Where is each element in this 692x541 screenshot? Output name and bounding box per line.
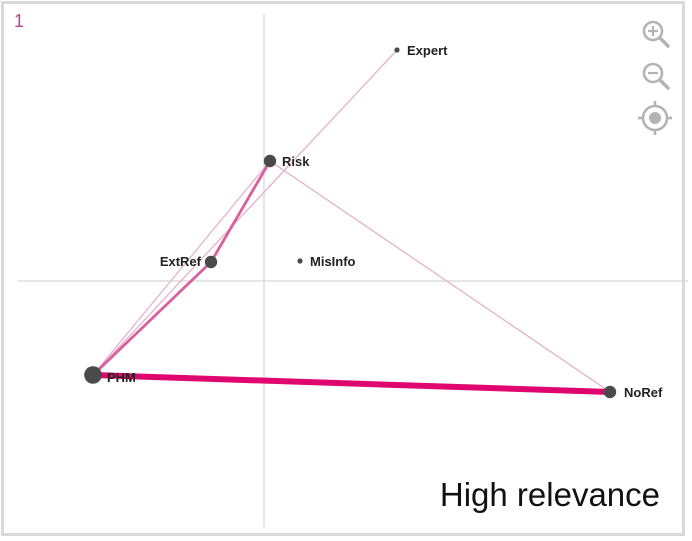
node-misinfo[interactable] bbox=[297, 258, 303, 264]
zoom-out-icon bbox=[642, 62, 670, 90]
zoom-in-icon bbox=[642, 20, 670, 48]
relevance-caption: High relevance bbox=[439, 476, 660, 513]
edge-risk-noref bbox=[269, 160, 611, 393]
recenter-button[interactable] bbox=[636, 99, 676, 135]
node-label-risk: Risk bbox=[282, 154, 310, 169]
node-label-extref: ExtRef bbox=[160, 254, 202, 269]
target-icon bbox=[638, 101, 672, 135]
node-layer: Expert Risk ExtRef MisInfo PHM NoRef bbox=[84, 43, 663, 400]
node-label-expert: Expert bbox=[407, 43, 448, 58]
network-plot: Expert Risk ExtRef MisInfo PHM NoRef bbox=[18, 14, 688, 527]
zoom-out-button[interactable] bbox=[636, 58, 676, 94]
node-expert[interactable] bbox=[394, 47, 400, 53]
node-extref[interactable] bbox=[204, 255, 218, 269]
edge-phm-risk bbox=[92, 160, 271, 376]
node-risk[interactable] bbox=[263, 154, 277, 168]
node-phm[interactable] bbox=[84, 366, 102, 384]
edge-phm-extref bbox=[91, 260, 213, 377]
edge-phm-noref bbox=[90, 372, 613, 395]
edge-extref-risk bbox=[209, 159, 272, 264]
node-label-phm: PHM bbox=[107, 370, 136, 385]
edge-layer bbox=[90, 49, 613, 395]
node-label-noref: NoRef bbox=[624, 385, 663, 400]
panel-number: 1 bbox=[14, 11, 25, 31]
edge-phm-expert bbox=[92, 49, 398, 376]
zoom-in-button[interactable] bbox=[636, 16, 676, 52]
node-noref[interactable] bbox=[603, 385, 617, 399]
node-label-misinfo: MisInfo bbox=[310, 254, 356, 269]
